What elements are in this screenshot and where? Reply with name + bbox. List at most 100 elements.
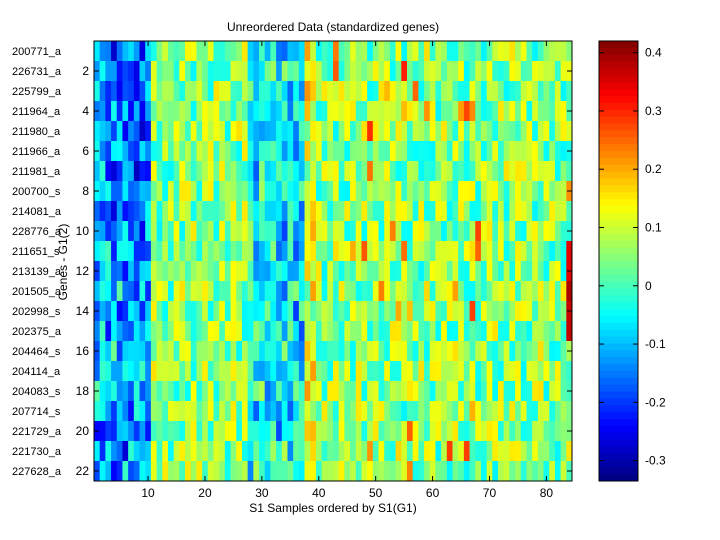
heatmap-cell [361, 401, 368, 422]
heatmap-cell [321, 281, 328, 302]
heatmap-cell [236, 401, 243, 422]
heatmap-cell [99, 301, 106, 322]
heatmap-cell [111, 421, 118, 442]
heatmap-cell [162, 281, 169, 302]
heatmap-cell [350, 321, 357, 342]
heatmap-cell [321, 101, 328, 122]
heatmap-cell [367, 401, 374, 422]
heatmap-cell [549, 381, 556, 402]
heatmap-cell [384, 321, 391, 342]
heatmap-cell [224, 221, 231, 242]
heatmap-cell [344, 141, 351, 162]
heatmap-cell [162, 141, 169, 162]
heatmap-cell [276, 281, 283, 302]
heatmap-cell [241, 221, 249, 242]
gene-row-label: 221729_a [12, 426, 62, 438]
heatmap-cell [401, 361, 408, 382]
heatmap-cell [389, 441, 396, 462]
heatmap-cell [128, 401, 135, 422]
heatmap-cell [241, 381, 249, 402]
heatmap-cell [355, 361, 362, 382]
heatmap-cell [207, 281, 214, 302]
heatmap-cell [156, 301, 163, 322]
heatmap-cell [412, 381, 419, 402]
heatmap-cell [492, 81, 499, 102]
colorbar-segment [599, 316, 638, 324]
heatmap-cell [520, 321, 527, 342]
heatmap-cell [213, 261, 220, 282]
heatmap-cell [105, 301, 112, 322]
colorbar-segment [599, 446, 638, 454]
heatmap-cell [304, 401, 311, 422]
heatmap-cell [367, 141, 374, 162]
heatmap-cell [480, 41, 488, 62]
heatmap-cell [304, 141, 311, 162]
heatmap-cell [537, 101, 544, 122]
heatmap-cell [253, 61, 260, 82]
heatmap-cell [310, 81, 317, 102]
heatmap-cell [333, 201, 340, 222]
heatmap-cell [304, 221, 311, 242]
heatmap-cell [298, 441, 305, 462]
heatmap-cell [111, 221, 118, 242]
heatmap-cell [264, 141, 271, 162]
heatmap-cell [486, 441, 493, 462]
heatmap-cell [139, 461, 146, 482]
heatmap-cell [509, 341, 516, 362]
heatmap-cell [105, 181, 112, 202]
heatmap-cell [367, 61, 374, 82]
heatmap-cell [99, 381, 106, 402]
heatmap-cell [281, 141, 288, 162]
heatmap-cell [287, 261, 294, 282]
heatmap-cell [435, 301, 442, 322]
heatmap-cell [236, 201, 243, 222]
heatmap-cell [401, 101, 408, 122]
heatmap-cell [480, 421, 488, 442]
heatmap-cell [406, 201, 414, 222]
heatmap-cell [162, 321, 169, 342]
heatmap-cell [515, 301, 522, 322]
heatmap-cell [281, 81, 288, 102]
heatmap-cell [173, 241, 180, 262]
heatmap-cell [281, 301, 288, 322]
heatmap-cell [515, 161, 522, 182]
heatmap-cell [520, 201, 527, 222]
heatmap-cell [99, 201, 106, 222]
heatmap-cell [532, 101, 539, 122]
heatmap-cell [298, 381, 305, 402]
heatmap-cell [355, 181, 362, 202]
heatmap-cell [241, 201, 249, 222]
heatmap-cell [475, 261, 482, 282]
heatmap-cell [219, 161, 226, 182]
heatmap-cell [128, 41, 135, 62]
heatmap-cell [315, 401, 323, 422]
heatmap-cell [236, 421, 243, 442]
heatmap-cell [150, 321, 157, 342]
heatmap-cell [492, 361, 499, 382]
heatmap-cell [139, 281, 146, 302]
heatmap-cell [498, 181, 505, 202]
heatmap-cell [247, 441, 254, 462]
heatmap-cell [99, 341, 106, 362]
heatmap-cell [424, 241, 431, 262]
heatmap-cell [446, 81, 453, 102]
heatmap-cell [315, 241, 323, 262]
heatmap-cell [543, 41, 550, 62]
heatmap-cell [173, 61, 180, 82]
heatmap-cell [298, 121, 305, 142]
heatmap-cell [111, 101, 118, 122]
heatmap-cell [247, 341, 254, 362]
heatmap-cell [537, 141, 544, 162]
heatmap-cell [179, 201, 186, 222]
heatmap-cell [196, 121, 203, 142]
heatmap-cell [424, 61, 431, 82]
heatmap-cell [361, 241, 368, 262]
heatmap-cell [293, 401, 300, 422]
heatmap-cell [412, 461, 419, 482]
heatmap-cell [446, 421, 453, 442]
heatmap-cell [446, 461, 453, 482]
heatmap-cell [412, 421, 419, 442]
gene-row-label: 200771_a [12, 46, 62, 58]
heatmap-cell [389, 461, 396, 482]
